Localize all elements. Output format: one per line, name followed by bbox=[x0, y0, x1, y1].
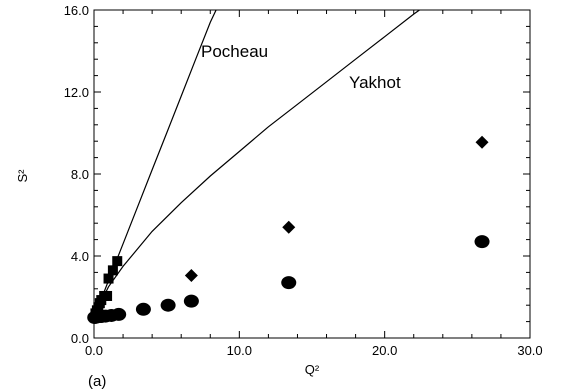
y-tick-label: 12.0 bbox=[64, 85, 89, 100]
x-tick-label: 10.0 bbox=[227, 343, 252, 358]
square-marker bbox=[112, 256, 123, 267]
ticks-layer: 0.0 10.0 20.0 30.0 0.0 4.0 8.0 12.0 16.0 bbox=[64, 3, 543, 358]
square-marker bbox=[102, 290, 113, 301]
diamond-marker bbox=[184, 268, 198, 282]
markers-layer bbox=[87, 135, 490, 324]
y-axis-title: S² bbox=[15, 169, 30, 183]
diamond-marker bbox=[475, 135, 489, 149]
y-tick-label: 8.0 bbox=[71, 167, 89, 182]
circle-marker bbox=[183, 294, 199, 308]
x-tick-label: 30.0 bbox=[517, 343, 542, 358]
x-tick-label: 0.0 bbox=[85, 343, 103, 358]
x-tick-label: 20.0 bbox=[372, 343, 397, 358]
y-tick-label: 16.0 bbox=[64, 3, 89, 18]
circle-marker bbox=[111, 307, 127, 321]
y-tick-label: 0.0 bbox=[71, 331, 89, 346]
x-axis-title: Q² bbox=[305, 362, 320, 377]
square-marker bbox=[107, 265, 118, 276]
panel-label: (a) bbox=[88, 373, 106, 390]
diamond-marker bbox=[282, 220, 296, 234]
curve-label-pocheau: Pocheau bbox=[201, 42, 268, 61]
plot-frame bbox=[93, 9, 531, 339]
curve-label-yakhot: Yakhot bbox=[349, 73, 401, 92]
circle-marker bbox=[281, 276, 297, 290]
circle-marker bbox=[135, 302, 151, 316]
circle-marker bbox=[160, 298, 176, 312]
y-tick-label: 4.0 bbox=[71, 249, 89, 264]
square-marker bbox=[103, 273, 114, 284]
circle-marker bbox=[474, 235, 490, 249]
